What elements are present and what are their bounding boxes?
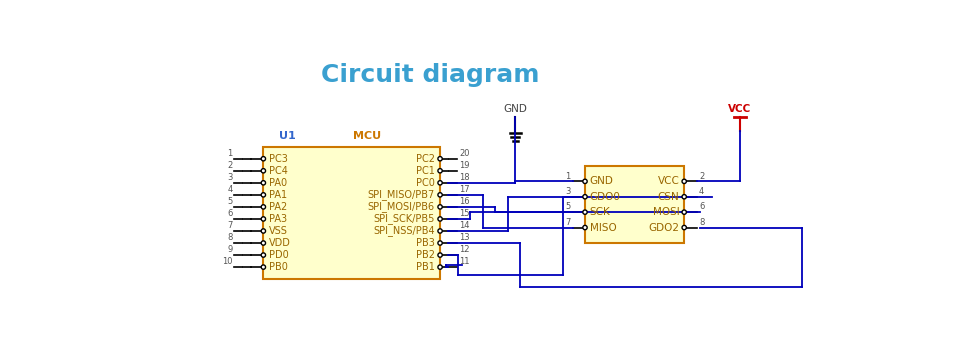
- Text: 3: 3: [227, 173, 232, 182]
- Circle shape: [438, 217, 443, 221]
- Text: 6: 6: [699, 203, 705, 211]
- Text: 18: 18: [460, 173, 470, 182]
- Circle shape: [261, 253, 266, 257]
- Bar: [263, 147, 440, 279]
- Circle shape: [261, 193, 266, 197]
- Circle shape: [261, 181, 266, 185]
- Text: PC2: PC2: [416, 154, 435, 164]
- Text: 6: 6: [227, 209, 232, 218]
- Text: SCK: SCK: [589, 207, 611, 217]
- Text: 19: 19: [460, 161, 470, 170]
- Circle shape: [261, 241, 266, 245]
- Text: MISO: MISO: [589, 222, 616, 233]
- Text: PC4: PC4: [269, 166, 288, 176]
- Circle shape: [438, 157, 443, 161]
- Text: GDO2: GDO2: [649, 222, 680, 233]
- Circle shape: [438, 181, 443, 185]
- Text: 4: 4: [228, 185, 232, 194]
- Text: GND: GND: [589, 176, 613, 186]
- Text: PB0: PB0: [269, 262, 288, 272]
- Circle shape: [682, 194, 686, 199]
- Text: GDO0: GDO0: [589, 192, 620, 202]
- Text: PA1: PA1: [269, 190, 287, 200]
- Circle shape: [261, 205, 266, 209]
- Circle shape: [682, 179, 686, 184]
- Bar: [585, 166, 684, 243]
- Circle shape: [583, 179, 588, 184]
- Circle shape: [261, 157, 266, 161]
- Text: 1: 1: [228, 149, 232, 158]
- Text: VDD: VDD: [269, 238, 291, 248]
- Text: PD0: PD0: [269, 250, 289, 260]
- Text: 10: 10: [222, 257, 232, 266]
- Text: PA0: PA0: [269, 178, 287, 188]
- Text: 15: 15: [460, 209, 470, 218]
- Text: 8: 8: [699, 218, 705, 227]
- Text: 8: 8: [227, 233, 232, 242]
- Text: PA3: PA3: [269, 214, 287, 224]
- Text: 7: 7: [227, 221, 232, 230]
- Text: Circuit diagram: Circuit diagram: [321, 63, 540, 87]
- Text: MOSI: MOSI: [653, 207, 680, 217]
- Text: 12: 12: [460, 245, 470, 254]
- Text: VCC: VCC: [658, 176, 680, 186]
- Circle shape: [438, 253, 443, 257]
- Circle shape: [261, 217, 266, 221]
- Text: SPI_SCK/PB5: SPI_SCK/PB5: [373, 213, 435, 224]
- Text: PB2: PB2: [416, 250, 435, 260]
- Circle shape: [261, 168, 266, 173]
- Text: 4: 4: [699, 187, 705, 196]
- Text: PC0: PC0: [416, 178, 435, 188]
- Circle shape: [583, 225, 588, 230]
- Circle shape: [438, 168, 443, 173]
- Text: 17: 17: [460, 185, 470, 194]
- Text: 14: 14: [460, 221, 470, 230]
- Text: SPI_NSS/PB4: SPI_NSS/PB4: [373, 225, 435, 237]
- Circle shape: [438, 193, 443, 197]
- Circle shape: [261, 265, 266, 269]
- Text: 2: 2: [699, 172, 705, 181]
- Circle shape: [438, 205, 443, 209]
- Text: MCU: MCU: [353, 130, 381, 141]
- Circle shape: [682, 225, 686, 230]
- Circle shape: [438, 241, 443, 245]
- Circle shape: [438, 265, 443, 269]
- Text: 20: 20: [460, 149, 470, 158]
- Text: PC3: PC3: [269, 154, 288, 164]
- Text: PB1: PB1: [416, 262, 435, 272]
- Text: CSN: CSN: [658, 192, 680, 202]
- Text: 7: 7: [564, 218, 570, 227]
- Circle shape: [438, 229, 443, 233]
- Text: 16: 16: [460, 197, 470, 206]
- Circle shape: [583, 210, 588, 214]
- Circle shape: [261, 229, 266, 233]
- Text: PB3: PB3: [416, 238, 435, 248]
- Circle shape: [583, 194, 588, 199]
- Text: 3: 3: [564, 187, 570, 196]
- Text: 5: 5: [565, 203, 570, 211]
- Text: 5: 5: [228, 197, 232, 206]
- Text: 13: 13: [460, 233, 470, 242]
- Text: PC1: PC1: [416, 166, 435, 176]
- Text: PA2: PA2: [269, 202, 287, 212]
- Text: 11: 11: [460, 257, 470, 266]
- Text: 2: 2: [228, 161, 232, 170]
- Text: SPI_MOSI/PB6: SPI_MOSI/PB6: [368, 202, 435, 212]
- Text: VSS: VSS: [269, 226, 288, 236]
- Text: U1: U1: [278, 130, 296, 141]
- Text: GND: GND: [503, 104, 527, 114]
- Circle shape: [682, 210, 686, 214]
- Text: SPI_MISO/PB7: SPI_MISO/PB7: [368, 189, 435, 200]
- Text: 9: 9: [228, 245, 232, 254]
- Text: VCC: VCC: [729, 104, 752, 114]
- Text: 1: 1: [565, 172, 570, 181]
